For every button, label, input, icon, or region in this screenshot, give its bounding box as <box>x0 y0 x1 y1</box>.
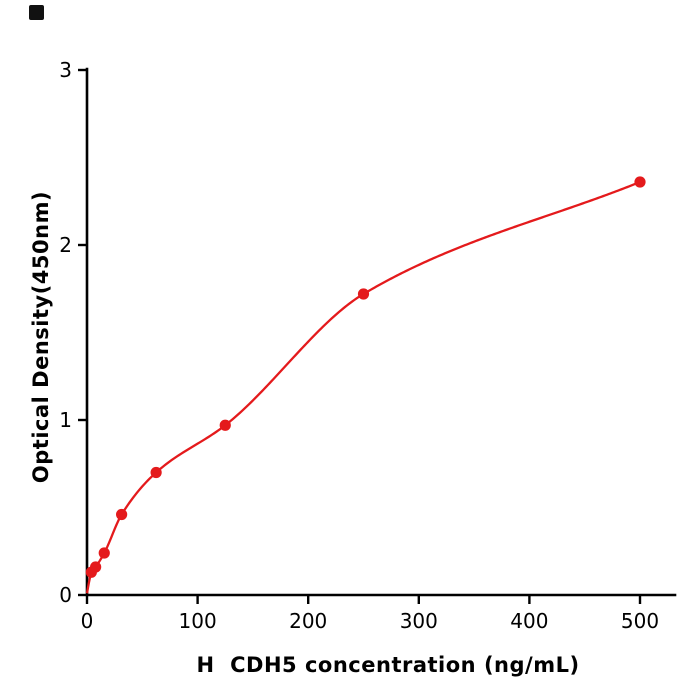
corner-mark <box>29 5 44 20</box>
x-tick-label: 0 <box>81 609 94 633</box>
x-tick-label: 400 <box>510 609 548 633</box>
data-point <box>219 419 231 431</box>
data-point <box>90 561 102 573</box>
y-axis-label: Optical Density(450nm) <box>29 190 53 484</box>
y-tick-label: 0 <box>59 583 72 607</box>
y-tick-label: 1 <box>59 408 72 432</box>
data-point <box>357 288 370 300</box>
x-tick-label: 300 <box>400 609 438 633</box>
axis-lines <box>85 67 677 597</box>
data-point <box>98 547 110 559</box>
x-axis-label: H CDH5 concentration (ng/mL) <box>196 653 580 677</box>
x-tick-label: 100 <box>179 609 217 633</box>
x-tick-label: 200 <box>289 609 327 633</box>
y-tick-label: 2 <box>59 233 72 257</box>
data-point <box>634 176 646 188</box>
fit-curve <box>85 180 641 594</box>
data-point <box>150 466 162 479</box>
y-tick-label: 3 <box>59 58 72 82</box>
data-point <box>116 508 128 521</box>
x-tick-label: 500 <box>621 609 659 633</box>
